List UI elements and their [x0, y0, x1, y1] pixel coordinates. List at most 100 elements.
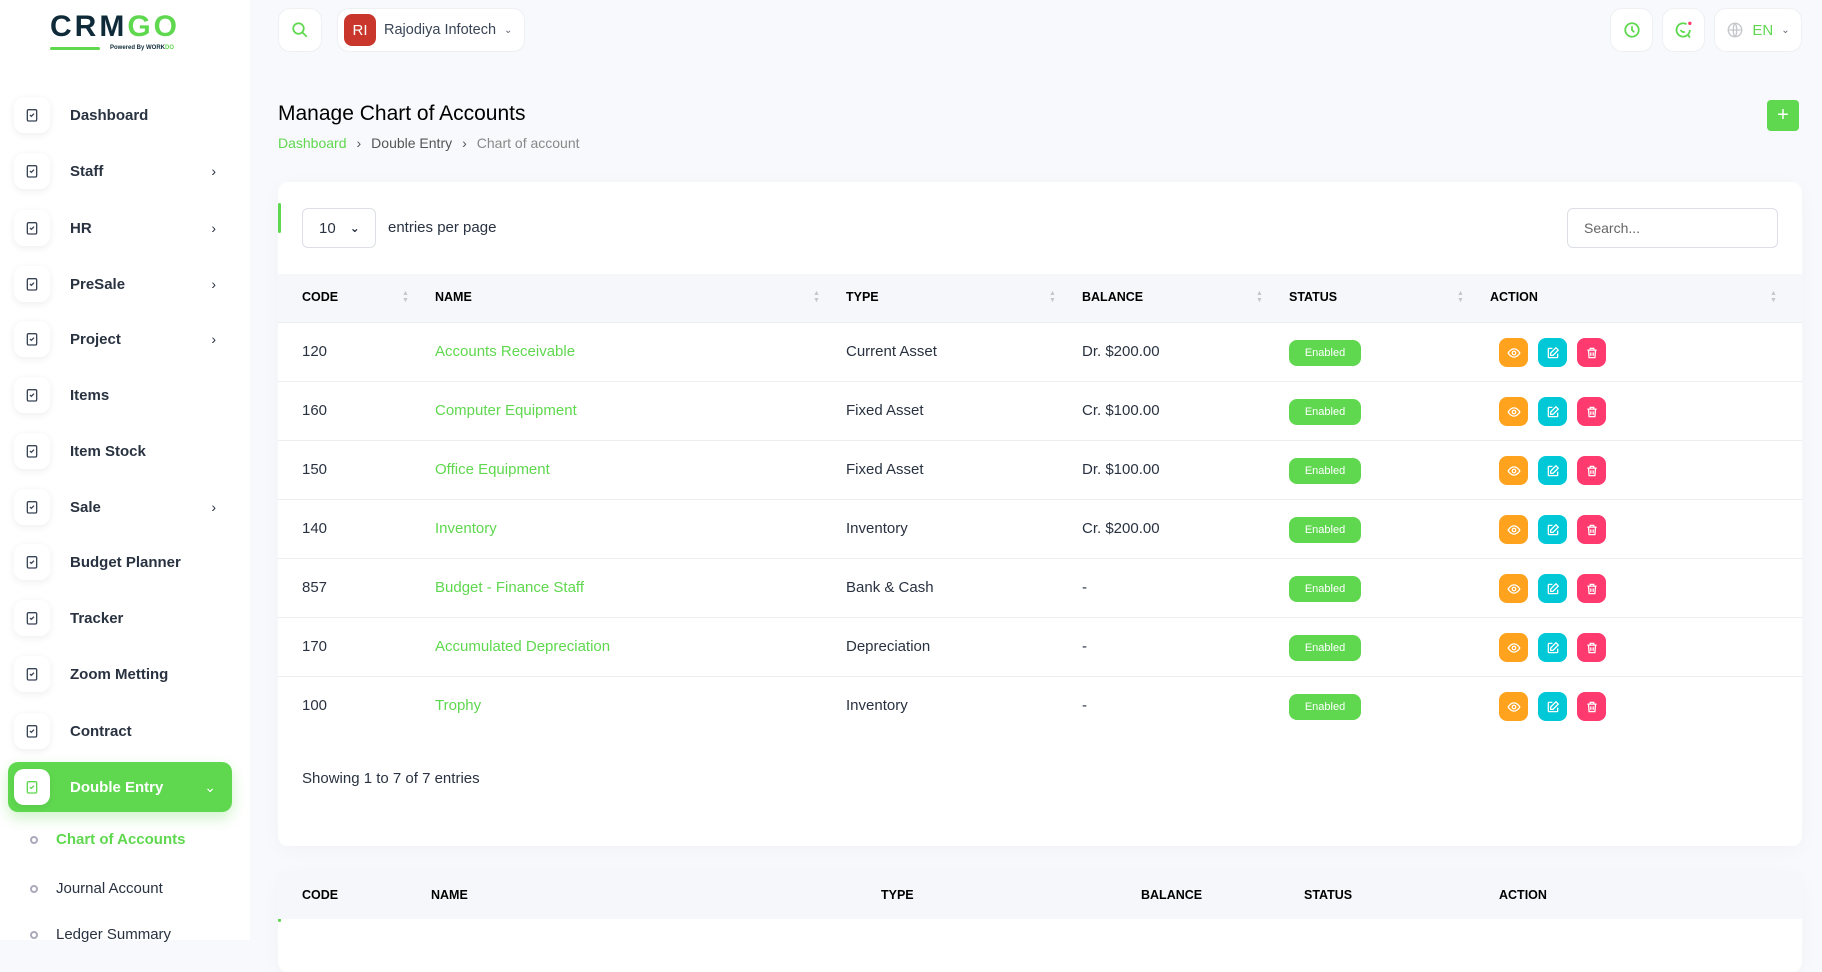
delete-button[interactable] — [1577, 338, 1606, 367]
time-tracker-button[interactable] — [1610, 8, 1653, 52]
column-header-status[interactable]: STATUS — [1289, 290, 1338, 304]
code-cell: 170 — [302, 638, 328, 655]
sidebar-item-zoom-metting[interactable]: Zoom Metting — [8, 649, 232, 699]
sidebar-item-dashboard[interactable]: Dashboard — [8, 90, 232, 140]
sort-icon[interactable]: ▲ ▼ — [813, 290, 820, 304]
sidebar-item-label: Dashboard — [70, 106, 149, 124]
edit-button[interactable] — [1538, 692, 1567, 721]
column-header-name[interactable]: NAME — [435, 290, 472, 304]
trash-icon — [1586, 465, 1597, 476]
delete-button[interactable] — [1577, 456, 1606, 485]
sidebar-item-tracker[interactable]: Tracker — [8, 593, 232, 643]
sidebar-item-sale[interactable]: Sale › — [8, 482, 232, 532]
balance-cell: Dr. $100.00 — [1082, 461, 1160, 478]
edit-button[interactable] — [1538, 633, 1567, 662]
chevron-down-icon: ⌄ — [1781, 24, 1790, 36]
sidebar-item-staff[interactable]: Staff › — [8, 146, 232, 196]
breadcrumb: Dashboard › Double Entry › Chart of accoun… — [278, 135, 580, 151]
delete-button[interactable] — [1577, 515, 1606, 544]
plug-icon — [14, 210, 50, 246]
language-dropdown[interactable]: EN ⌄ — [1714, 8, 1802, 52]
delete-button[interactable] — [1577, 574, 1606, 603]
company-dropdown[interactable]: RI Rajodiya Infotech ⌄ — [337, 8, 525, 52]
column-header-type[interactable]: TYPE — [881, 888, 914, 902]
column-header-balance[interactable]: BALANCE — [1141, 888, 1203, 902]
sort-icon[interactable]: ▲ ▼ — [1049, 290, 1056, 304]
add-account-button[interactable]: + — [1767, 100, 1799, 131]
entries-per-page-label: entries per page — [388, 219, 497, 236]
view-button[interactable] — [1499, 397, 1528, 426]
table-row: 120 Accounts Receivable Current Asset Dr… — [278, 322, 1802, 381]
column-header-code[interactable]: CODE — [302, 290, 339, 304]
sidebar-item-double-entry[interactable]: Double Entry ⌄ — [8, 762, 232, 812]
sidebar-item-label: Budget Planner — [70, 553, 181, 571]
delete-button[interactable] — [1577, 397, 1606, 426]
sidebar-item-item-stock[interactable]: Item Stock — [8, 426, 232, 476]
account-name-link[interactable]: Budget - Finance Staff — [435, 579, 584, 596]
sidebar-item-budget-planner[interactable]: Budget Planner — [8, 537, 232, 587]
type-cell: Bank & Cash — [846, 579, 934, 596]
edit-button[interactable] — [1538, 456, 1567, 485]
accounts-card: 10 ⌄ entries per page CODE ▲▼ NAME ▲▼ TYPE ▲▼ B… — [278, 182, 1802, 846]
delete-button[interactable] — [1577, 692, 1606, 721]
view-button[interactable] — [1499, 515, 1528, 544]
sidebar-item-presale[interactable]: PreSale › — [8, 259, 232, 309]
globe-icon — [1727, 22, 1743, 38]
messages-button[interactable] — [1662, 8, 1705, 52]
view-button[interactable] — [1499, 633, 1528, 662]
sidebar-subitem-journal-account[interactable]: Journal Account — [30, 880, 163, 897]
sidebar-item-contract[interactable]: Contract — [8, 706, 232, 756]
sidebar-subitem-ledger-summary[interactable]: Ledger Summary — [30, 926, 171, 943]
column-header-status[interactable]: STATUS — [1304, 888, 1353, 902]
account-name-link[interactable]: Inventory — [435, 520, 497, 537]
account-name-link[interactable]: Computer Equipment — [435, 402, 577, 419]
edit-button[interactable] — [1538, 515, 1567, 544]
edit-button[interactable] — [1538, 397, 1567, 426]
crmgo-logo[interactable]: CRMGO Powered By WORKDO — [50, 10, 180, 51]
breadcrumb-dashboard[interactable]: Dashboard — [278, 135, 347, 151]
column-header-code[interactable]: CODE — [302, 888, 339, 902]
type-cell: Inventory — [846, 697, 908, 714]
view-button[interactable] — [1499, 574, 1528, 603]
table-header: CODE ▲ ▼ NAME ▲ ▼ TYPE ▲ ▼ BALANCE ▲ ▼ STATUS ▲ ▼ ACTIO… — [278, 274, 1802, 322]
account-name-link[interactable]: Accounts Receivable — [435, 343, 576, 360]
view-button[interactable] — [1499, 456, 1528, 485]
sort-icon[interactable]: ▲ ▼ — [1770, 290, 1777, 304]
edit-button[interactable] — [1538, 574, 1567, 603]
search-button[interactable] — [278, 8, 322, 52]
sidebar-item-items[interactable]: Items — [8, 370, 232, 420]
column-header-action[interactable]: ACTION — [1490, 290, 1538, 304]
account-name-link[interactable]: Accumulated Depreciation — [435, 638, 611, 655]
edit-icon — [1547, 405, 1559, 417]
sidebar-item-label: Double Entry — [70, 778, 164, 796]
balance-cell: - — [1082, 579, 1087, 596]
column-header-type[interactable]: TYPE — [846, 290, 879, 304]
column-header-action[interactable]: ACTION — [1499, 888, 1547, 902]
view-button[interactable] — [1499, 692, 1528, 721]
sidebar-item-project[interactable]: Project › — [8, 314, 232, 364]
showing-entries-text: Showing 1 to 7 of 7 entries — [302, 770, 480, 787]
column-header-balance[interactable]: BALANCE — [1082, 290, 1144, 304]
breadcrumb-double-entry[interactable]: Double Entry — [371, 135, 453, 151]
sidebar-subitem-chart-of-accounts[interactable]: Chart of Accounts — [30, 831, 185, 848]
chevron-right-icon: › — [356, 135, 362, 151]
code-cell: 140 — [302, 520, 328, 537]
sort-icon[interactable]: ▲ ▼ — [1256, 290, 1263, 304]
chevron-right-icon: › — [211, 499, 216, 515]
status-badge: Enabled — [1289, 517, 1361, 543]
view-button[interactable] — [1499, 338, 1528, 367]
chevron-down-icon: ⌄ — [349, 221, 360, 235]
account-name-link[interactable]: Office Equipment — [435, 461, 550, 478]
edit-button[interactable] — [1538, 338, 1567, 367]
account-name-link[interactable]: Trophy — [435, 697, 482, 714]
delete-button[interactable] — [1577, 633, 1606, 662]
sort-icon[interactable]: ▲ ▼ — [1457, 290, 1464, 304]
sidebar-item-hr[interactable]: HR › — [8, 203, 232, 253]
sort-icon[interactable]: ▲ ▼ — [402, 290, 409, 304]
video-icon — [14, 656, 50, 692]
entries-per-page-select[interactable]: 10 ⌄ — [302, 208, 376, 248]
column-header-name[interactable]: NAME — [431, 888, 468, 902]
sidebar-item-label: Item Stock — [70, 442, 146, 460]
trash-icon — [1586, 583, 1597, 594]
search-input[interactable] — [1567, 208, 1778, 248]
